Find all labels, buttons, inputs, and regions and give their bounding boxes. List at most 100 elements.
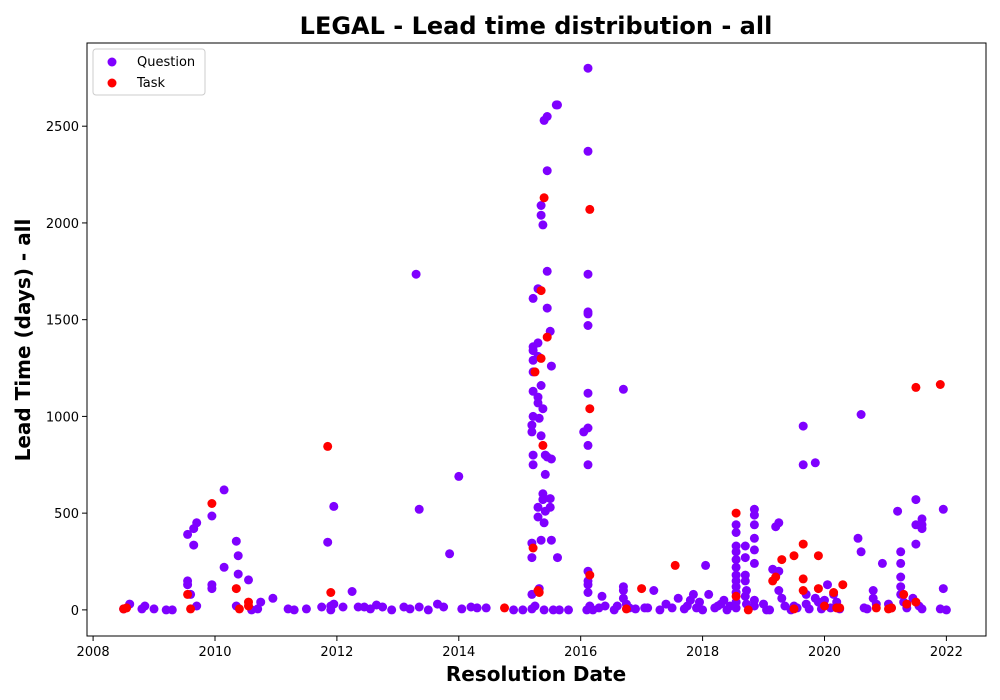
point-question (445, 549, 455, 559)
y-tick-label: 1500 (46, 314, 79, 329)
point-task (835, 603, 845, 613)
point-question (804, 604, 814, 614)
point-task (637, 584, 647, 594)
point-question (528, 293, 538, 303)
point-question (533, 338, 543, 348)
point-task (536, 286, 546, 296)
point-task (323, 441, 333, 451)
point-task (585, 404, 595, 414)
point-question (268, 593, 278, 603)
point-task (798, 574, 808, 584)
point-question (207, 580, 217, 590)
point-question (862, 604, 872, 614)
x-axis-label: Resolution Date (446, 662, 626, 686)
point-question (533, 512, 543, 522)
point-question (527, 553, 537, 563)
point-question (545, 502, 555, 512)
point-question (823, 580, 832, 590)
point-question (896, 558, 906, 568)
point-task (798, 539, 808, 549)
point-question (856, 547, 866, 557)
point-question (518, 605, 528, 615)
legend: Question Task (92, 48, 206, 96)
point-question (289, 605, 299, 615)
point-question (347, 587, 357, 596)
point-question (868, 586, 878, 595)
point-question (740, 553, 750, 563)
point-question (253, 604, 263, 614)
point-question (189, 540, 199, 550)
legend-box (92, 48, 206, 96)
point-question (329, 599, 339, 609)
point-question (140, 601, 150, 611)
point-question (643, 603, 653, 613)
point-task (899, 589, 909, 599)
y-tick-label: 2500 (46, 120, 79, 135)
y-axis-label: Lead Time (days) - all (11, 219, 35, 462)
point-task (829, 588, 839, 597)
point-question (564, 605, 573, 615)
point-question (553, 100, 562, 110)
point-question (853, 533, 863, 543)
point-question (536, 431, 546, 441)
point-question (583, 388, 593, 398)
point-question (583, 440, 593, 450)
point-question (192, 518, 202, 528)
point-question (534, 413, 544, 423)
point-task (771, 572, 781, 582)
point-question (774, 586, 784, 595)
point-question (740, 591, 750, 601)
point-question (329, 501, 339, 511)
point-task (122, 603, 132, 613)
point-question (527, 427, 537, 437)
point-question (538, 495, 548, 505)
point-task (789, 604, 799, 614)
point-question (539, 605, 549, 615)
point-task (911, 382, 921, 392)
point-question (777, 593, 787, 603)
point-question (911, 539, 921, 549)
point-question (533, 502, 543, 512)
point-task (536, 353, 546, 363)
point-question (542, 303, 552, 313)
point-question (538, 404, 548, 414)
point-task (585, 204, 595, 214)
y-tick-label: 2000 (46, 217, 79, 232)
point-task (820, 601, 829, 611)
point-question (414, 504, 424, 514)
point-question (481, 603, 491, 613)
point-question (472, 603, 482, 613)
point-question (414, 602, 424, 612)
point-question (323, 537, 333, 547)
point-question (695, 597, 704, 607)
point-task (234, 604, 244, 614)
point-question (749, 510, 759, 520)
point-question (540, 469, 550, 479)
point-question (405, 604, 415, 614)
point-question (583, 146, 593, 156)
point-question (583, 580, 593, 590)
point-question (731, 562, 741, 572)
point-question (183, 529, 193, 539)
point-question (612, 601, 622, 611)
point-question (583, 269, 593, 279)
point-question (765, 605, 775, 615)
point-question (546, 535, 556, 545)
point-question (219, 562, 229, 572)
legend-marker-task (107, 78, 117, 88)
plot-frame (86, 42, 987, 637)
point-task (207, 499, 217, 508)
point-question (244, 575, 253, 585)
point-task (538, 440, 548, 450)
point-question (233, 551, 243, 561)
y-tick-label: 500 (54, 507, 79, 522)
point-question (688, 589, 698, 599)
point-question (600, 601, 610, 611)
point-question (583, 321, 593, 330)
point-task (743, 605, 753, 615)
point-question (893, 506, 903, 516)
point-task (935, 380, 945, 389)
x-tick-label: 2014 (442, 645, 475, 660)
